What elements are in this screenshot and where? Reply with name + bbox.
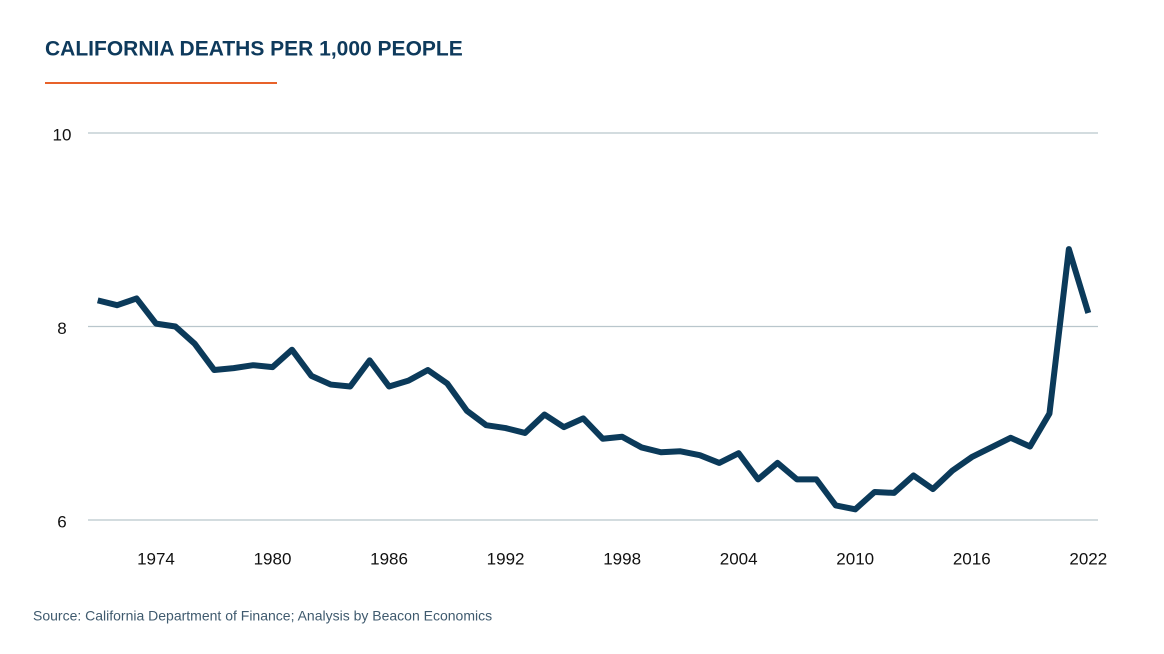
x-tick-label: 1992 — [487, 549, 525, 568]
x-tick-label: 1980 — [254, 549, 292, 568]
x-tick-label: 1986 — [370, 549, 408, 568]
x-tick-label: 2004 — [720, 549, 758, 568]
x-tick-label: 2016 — [953, 549, 991, 568]
x-tick-label: 1998 — [603, 549, 641, 568]
source-note: Source: California Department of Finance… — [33, 608, 492, 624]
x-tick-label: 2010 — [836, 549, 874, 568]
x-tick-label: 1974 — [137, 549, 175, 568]
y-tick-label: 10 — [53, 125, 72, 144]
y-tick-label: 8 — [57, 319, 66, 338]
data-line — [96, 246, 1092, 513]
x-tick-label: 2022 — [1069, 549, 1107, 568]
chart-title: CALIFORNIA DEATHS PER 1,000 PEOPLE — [45, 38, 463, 61]
y-tick-label: 6 — [57, 512, 66, 531]
